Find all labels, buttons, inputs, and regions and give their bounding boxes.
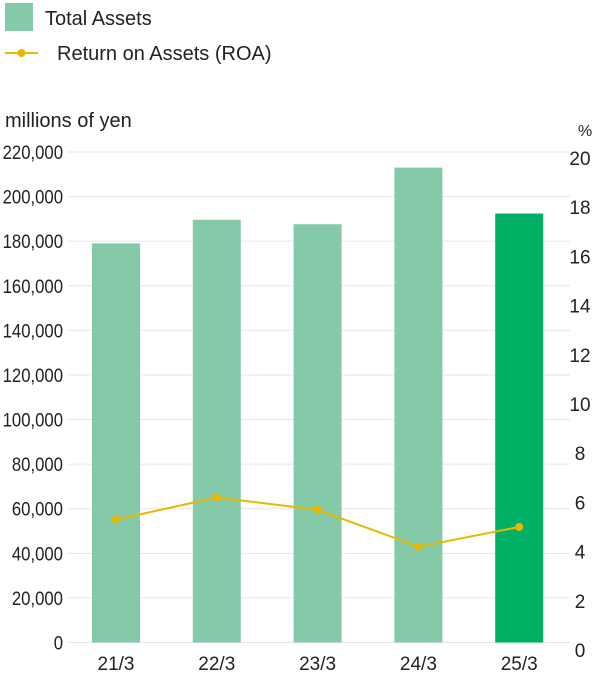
left-tick-label: 180,000 [3, 231, 63, 252]
legend-swatch-total-assets [5, 3, 33, 31]
right-axis-ticks: 0 2 4 6 8 10 12 14 16 18 20 [569, 149, 591, 662]
right-tick-label: 0 [575, 641, 586, 662]
right-tick-label: 8 [575, 444, 586, 465]
roa-point-24-3 [414, 542, 423, 551]
x-tick-label: 25/3 [501, 654, 538, 675]
roa-point-21-3 [112, 515, 120, 524]
left-tick-label: 220,000 [3, 142, 63, 163]
right-tick-label: 14 [569, 297, 591, 318]
right-tick-label: 4 [575, 543, 586, 564]
left-tick-label: 100,000 [3, 410, 63, 431]
legend: Total Assets Return on Assets (ROA) [5, 3, 272, 65]
left-tick-label: 160,000 [3, 276, 63, 297]
x-tick-label: 22/3 [198, 654, 235, 675]
left-tick-label: 60,000 [12, 499, 63, 520]
left-axis-ticks: 0 20,000 40,000 60,000 80,000 100,000 120,000 1… [3, 142, 63, 654]
right-tick-label: 18 [569, 198, 590, 219]
bar-24-3 [394, 167, 443, 643]
roa-point-23-3 [313, 505, 322, 514]
right-tick-label: 6 [575, 493, 586, 514]
bars [92, 167, 544, 643]
right-axis-label: % [578, 123, 592, 140]
bar-25-3 [495, 213, 544, 643]
legend-label-roa: Return on Assets (ROA) [57, 43, 272, 65]
left-tick-label: 80,000 [12, 454, 63, 475]
roa-point-25-3 [515, 523, 524, 531]
x-axis-ticks: 21/3 22/3 23/3 24/3 25/3 [98, 654, 538, 675]
x-tick-label: 21/3 [98, 654, 135, 675]
left-tick-label: 0 [54, 633, 63, 654]
left-axis-label: millions of yen [5, 110, 132, 132]
legend-label-total-assets: Total Assets [45, 8, 152, 30]
bar-22-3 [192, 219, 241, 643]
x-tick-label: 24/3 [400, 654, 437, 675]
left-tick-label: 20,000 [12, 588, 63, 609]
roa-point-22-3 [212, 493, 221, 502]
x-tick-label: 23/3 [299, 654, 336, 675]
right-tick-label: 20 [569, 149, 590, 170]
right-tick-label: 2 [575, 592, 586, 613]
right-tick-label: 10 [569, 395, 590, 416]
right-tick-label: 12 [569, 346, 590, 367]
roa-line [112, 493, 524, 551]
left-tick-label: 40,000 [12, 543, 63, 564]
right-tick-label: 16 [569, 247, 590, 268]
left-tick-label: 140,000 [3, 320, 63, 341]
left-tick-label: 200,000 [3, 187, 63, 208]
bar-23-3 [293, 224, 342, 643]
legend-marker-roa [17, 49, 26, 57]
bar-21-3 [92, 243, 140, 643]
left-tick-label: 120,000 [3, 365, 63, 386]
